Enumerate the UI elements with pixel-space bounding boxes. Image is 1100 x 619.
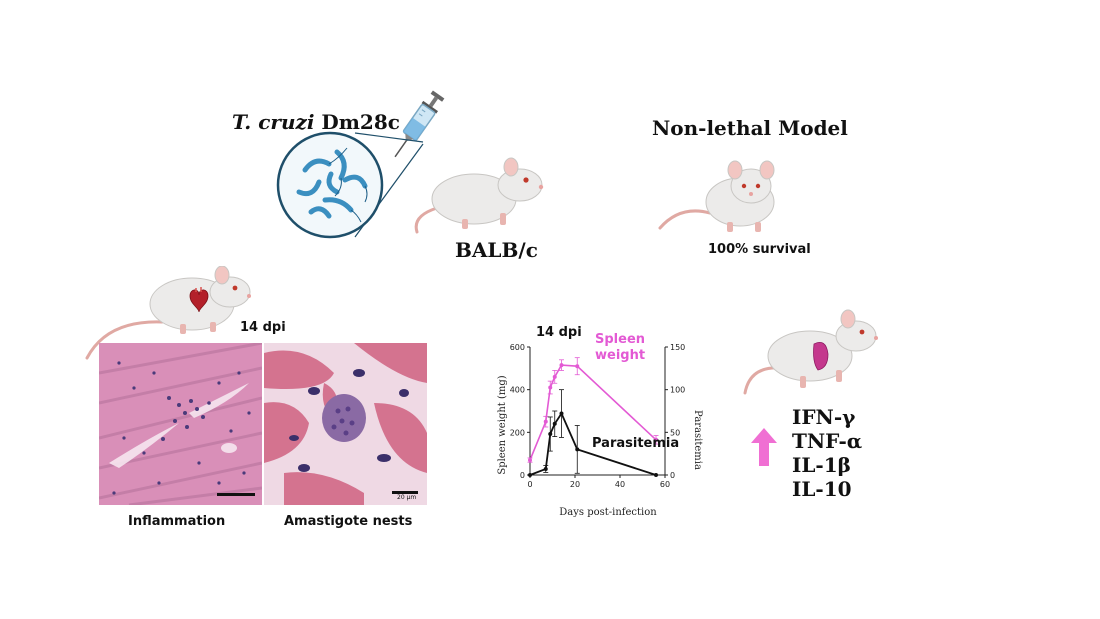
y-tick-label: 200	[510, 428, 525, 437]
survival-label: 100% survival	[708, 242, 811, 257]
amastigote-caption: Amastigote nests	[284, 514, 413, 529]
y-tick-label: 600	[510, 343, 525, 352]
infection-title: T. cruzi Dm28c	[232, 110, 400, 134]
spleen-icon	[813, 341, 829, 371]
cytokine-item: TNF-α	[792, 429, 863, 453]
y-tick-label: 400	[510, 386, 525, 395]
chart-dpi-label: 14 dpi	[536, 325, 582, 340]
y2-tick-label: 100	[670, 386, 685, 395]
up-arrow-icon	[751, 428, 777, 466]
syringe-icon	[394, 90, 445, 158]
data-point	[654, 473, 658, 477]
non-lethal-label: Non-lethal Model	[652, 116, 848, 140]
inflammation-histology-image	[99, 343, 262, 505]
histology-dpi-label: 14 dpi	[240, 320, 286, 335]
parasite-magnifier-icon	[276, 131, 424, 239]
title-strain: Dm28c	[321, 110, 400, 134]
cytokine-item: IL-10	[792, 477, 852, 501]
x-tick-label: 0	[527, 480, 532, 489]
data-point	[528, 458, 532, 463]
data-point	[548, 385, 553, 390]
x-tick-label: 60	[660, 480, 670, 489]
mouse-icon	[743, 309, 878, 395]
data-point	[552, 421, 557, 426]
parasitemia-series-label: Parasitemia	[592, 436, 680, 451]
spleen-label-line: Spleen	[595, 332, 646, 347]
mouse-icon	[414, 157, 544, 234]
data-point	[528, 473, 532, 477]
y2-tick-label: 50	[670, 428, 680, 437]
x-tick-label: 20	[570, 480, 580, 489]
cytokine-list: IFN-γ TNF-α IL-1β IL-10	[792, 405, 862, 501]
data-point	[543, 419, 548, 424]
x-axis-label: Days post-infection	[559, 507, 657, 518]
y2-tick-label: 0	[670, 471, 675, 480]
data-point	[559, 411, 564, 416]
spleen-label-line: weight	[595, 348, 646, 363]
y2-axis-label: Parasitemia	[692, 410, 703, 470]
data-point	[559, 363, 564, 368]
data-point	[548, 432, 553, 437]
data-point	[575, 364, 580, 369]
mouse-strain-label: BALB/c	[455, 238, 538, 262]
data-point	[543, 467, 548, 472]
data-point	[552, 374, 557, 379]
y-tick-label: 0	[520, 471, 525, 480]
inflammation-caption: Inflammation	[128, 514, 226, 529]
data-point	[654, 437, 658, 442]
data-point	[575, 447, 580, 452]
cytokine-item: IFN-γ	[792, 405, 856, 429]
spleen-series-label: Spleen weight	[595, 332, 645, 364]
x-tick-label: 40	[615, 480, 625, 489]
amastigote-histology-image	[264, 343, 427, 505]
mouse-icon	[658, 160, 775, 232]
scale-bar-label: 20 µm	[397, 494, 417, 501]
y2-tick-label: 150	[670, 343, 685, 352]
cytokine-item: IL-1β	[792, 453, 851, 477]
spleen-parasitemia-chart: 0 200 400 600 0 50 100 150 0 20 40 60 Spleen weight…	[497, 343, 703, 518]
title-species: T. cruzi	[232, 110, 315, 134]
heart-icon	[189, 287, 209, 313]
y-axis-label: Spleen weight (mg)	[497, 375, 508, 474]
mouse-icon	[85, 266, 251, 360]
